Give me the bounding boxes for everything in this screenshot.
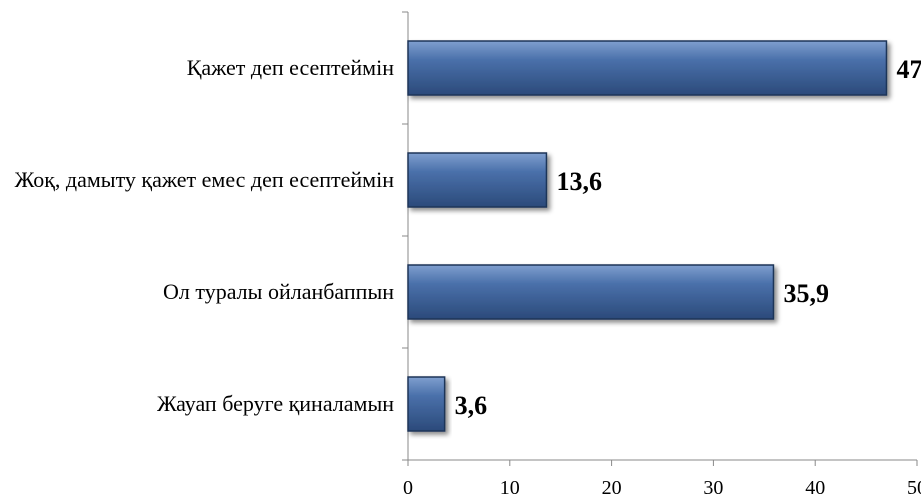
category-label: Жоқ, дамыту қажет емес деп есептеймін: [14, 167, 394, 192]
x-tick-label: 50: [907, 477, 921, 499]
value-label: 35,9: [783, 279, 829, 308]
x-tick-label: 0: [403, 477, 413, 499]
x-tick-label: 40: [805, 477, 825, 499]
bar: [407, 376, 446, 432]
value-label: 3,6: [455, 391, 488, 420]
x-tick-label: 30: [703, 477, 723, 499]
x-tick-label: 20: [602, 477, 622, 499]
value-label: 47: [896, 55, 921, 84]
bar: [407, 152, 548, 208]
x-tick-label: 10: [500, 477, 520, 499]
value-label: 13,6: [556, 167, 602, 196]
bar: [407, 264, 775, 320]
category-label: Жауап беруге қиналамын: [156, 391, 394, 416]
bar: [407, 40, 888, 96]
category-label: Ол туралы ойланбаппын: [163, 279, 394, 304]
category-label: Қажет деп есептеймін: [186, 55, 394, 80]
